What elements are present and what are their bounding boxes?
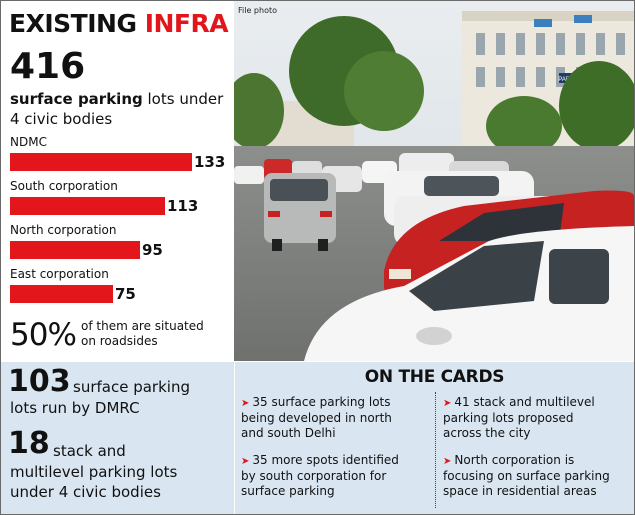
card-item-2-line2: by south corporation for xyxy=(241,469,387,483)
arrow-icon: ➤ xyxy=(241,398,250,409)
summary-line2: 4 civic bodies xyxy=(10,110,113,128)
card-item-4-line3: space in residential areas xyxy=(443,484,597,498)
card-item-3: ➤ 41 stack and multilevel parking lots pr… xyxy=(443,395,595,441)
bar-value-label: 133 xyxy=(194,153,226,171)
on-the-cards-panel: ON THE CARDS ➤ 35 surface parking lots be… xyxy=(235,362,634,514)
bar xyxy=(10,285,113,303)
existing-infra-panel: EXISTING INFRA 416 surface parking lots … xyxy=(1,1,234,353)
bar-value-label: 113 xyxy=(167,197,199,215)
bar xyxy=(10,241,140,259)
dmrc-stat: 103 surface parking lots run by DMRC xyxy=(8,364,230,418)
total-lots-number: 416 xyxy=(10,46,86,87)
headline-word-existing: EXISTING xyxy=(9,9,137,38)
card-item-2-line1: 35 more spots identified xyxy=(252,453,399,467)
arrow-icon: ➤ xyxy=(241,456,250,467)
photo-credit: File photo xyxy=(238,6,278,15)
headline: EXISTING INFRA xyxy=(9,9,229,39)
bar xyxy=(10,197,165,215)
multilevel-number: 18 xyxy=(8,426,50,461)
bar-value-label: 75 xyxy=(115,285,136,303)
card-item-2: ➤ 35 more spots identified by south corpo… xyxy=(241,453,399,499)
roadside-text: of them are situated on roadsides xyxy=(81,319,231,349)
dmrc-stats-panel xyxy=(1,362,234,514)
bar-label: NDMC xyxy=(10,135,47,149)
card-item-1-line3: and south Delhi xyxy=(241,426,336,440)
multilevel-stat: 18 stack and multilevel parking lots und… xyxy=(8,426,233,502)
bar-label: South corporation xyxy=(10,179,118,193)
headline-word-infra: INFRA xyxy=(144,9,229,38)
card-item-3-line2: parking lots proposed xyxy=(443,411,574,425)
card-item-4-line2: focusing on surface parking xyxy=(443,469,610,483)
card-item-4-line1: North corporation is xyxy=(454,453,575,467)
roadside-line1: of them are situated xyxy=(81,319,204,333)
bar-value-label: 95 xyxy=(142,241,163,259)
card-item-1-line1: 35 surface parking lots xyxy=(252,395,391,409)
card-item-1-line2: being developed in north xyxy=(241,411,392,425)
card-item-1: ➤ 35 surface parking lots being developed… xyxy=(241,395,392,441)
dmrc-line1: surface parking xyxy=(73,378,190,396)
card-item-3-line3: across the city xyxy=(443,426,531,440)
total-lots-description: surface parking lots under 4 civic bodie… xyxy=(10,89,230,129)
roadside-line2: on roadsides xyxy=(81,334,158,348)
dmrc-line2: lots run by DMRC xyxy=(10,399,140,417)
cards-title: ON THE CARDS xyxy=(364,367,505,387)
summary-bold-text: surface parking xyxy=(10,90,143,108)
bar-chart: NDMC 133 South corporation 113 North corpora… xyxy=(1,135,234,310)
parking-lot-photo: PARK AVENUE xyxy=(234,1,634,361)
bar xyxy=(10,153,192,171)
cards-divider xyxy=(435,392,436,508)
summary-rest-text: lots under xyxy=(147,90,224,108)
multilevel-line3: under 4 civic bodies xyxy=(10,483,161,501)
dmrc-number: 103 xyxy=(8,364,71,399)
arrow-icon: ➤ xyxy=(443,398,452,409)
card-item-4: ➤ North corporation is focusing on surfac… xyxy=(443,453,610,499)
multilevel-line1: stack and xyxy=(53,442,126,460)
card-item-3-line1: 41 stack and multilevel xyxy=(454,395,595,409)
card-item-2-line3: surface parking xyxy=(241,484,335,498)
multilevel-line2: multilevel parking lots xyxy=(10,463,178,481)
roadside-percent: 50% xyxy=(10,317,77,353)
bar-label: North corporation xyxy=(10,223,117,237)
parking-lot-illustration: PARK AVENUE xyxy=(234,1,634,361)
bar-label: East corporation xyxy=(10,267,109,281)
arrow-icon: ➤ xyxy=(443,456,452,467)
